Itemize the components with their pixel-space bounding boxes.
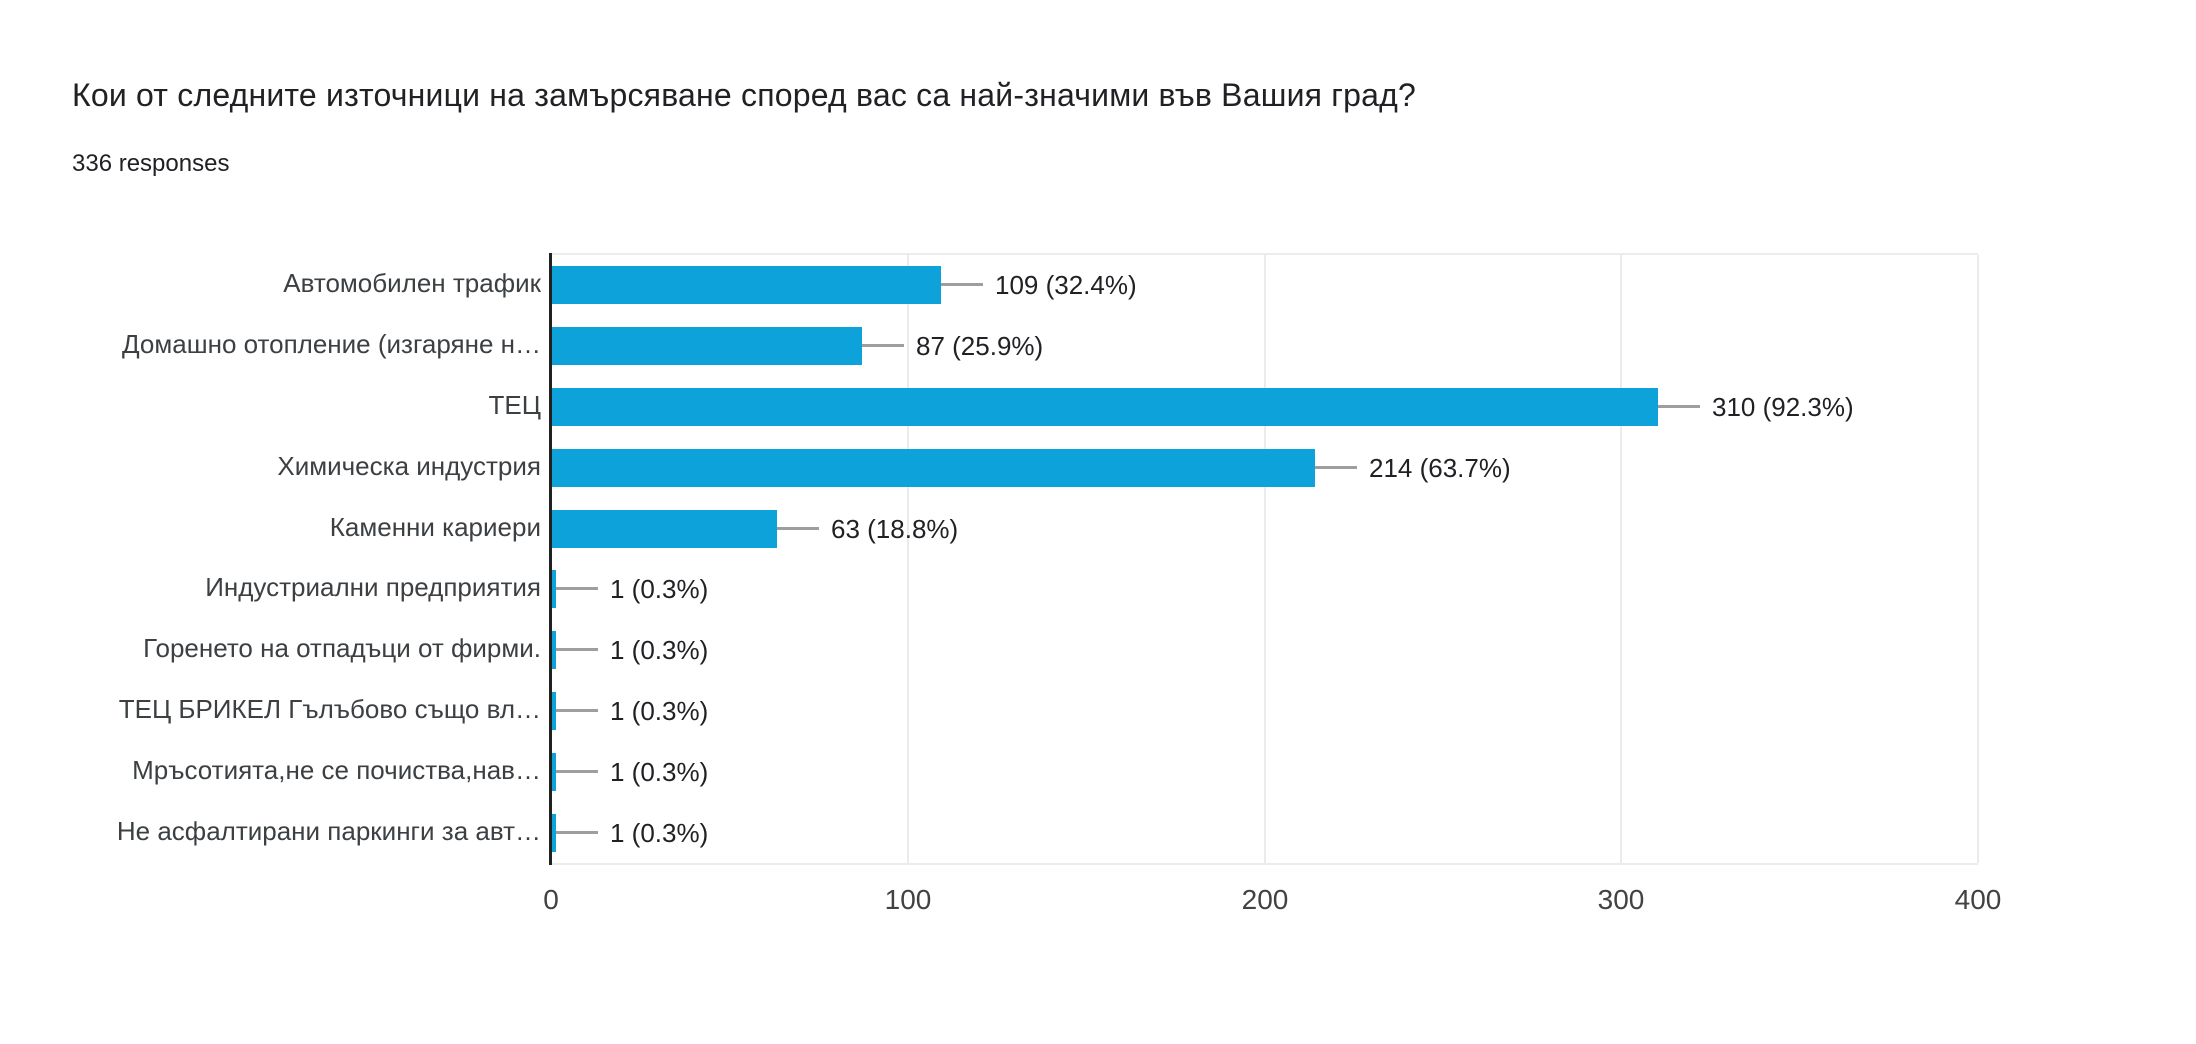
leader-line: [556, 587, 598, 590]
x-tick-label: 100: [884, 884, 932, 915]
category-label: Индустриални предприятия: [205, 572, 541, 602]
value-label: 1 (0.3%): [610, 818, 709, 848]
x-tick-label: 200: [1241, 884, 1289, 915]
leader-line: [1658, 405, 1700, 408]
bar: [552, 570, 556, 608]
category-label: Не асфалтирани паркинги за авт…: [116, 816, 541, 846]
bar: [552, 449, 1315, 487]
gridline: [1977, 255, 1979, 863]
bar: [552, 753, 556, 791]
category-label: Горенето на отпадъци от фирми.: [143, 633, 541, 663]
value-label: 214 (63.7%): [1369, 453, 1511, 483]
bar: [552, 327, 862, 365]
bar: [552, 692, 556, 730]
value-label: 63 (18.8%): [831, 514, 959, 544]
value-label: 310 (92.3%): [1712, 392, 1854, 422]
bar: [552, 388, 1658, 426]
x-tick-label: 0: [543, 884, 559, 915]
leader-line: [1315, 466, 1357, 469]
plot-area: 109 (32.4%) 87 (25.9%) 310 (92.3%) 214 (63.…: [549, 253, 1979, 865]
leader-line: [777, 527, 819, 530]
question-title: Кои от следните източници на замърсяване…: [72, 77, 1417, 113]
category-label: Домашно отопление (изгаряне н…: [122, 329, 541, 359]
gridline: [907, 255, 909, 863]
leader-line: [862, 344, 904, 347]
bar: [552, 814, 556, 852]
value-label: 109 (32.4%): [995, 270, 1137, 300]
category-label: ТЕЦ: [488, 390, 541, 420]
value-label: 87 (25.9%): [916, 331, 1044, 361]
leader-line: [556, 648, 598, 651]
y-axis-line: [549, 253, 552, 865]
gridline: [1620, 255, 1622, 863]
leader-line: [941, 283, 983, 286]
leader-line: [556, 770, 598, 773]
value-label: 1 (0.3%): [610, 574, 709, 604]
category-label: Химическа индустрия: [277, 451, 541, 481]
value-label: 1 (0.3%): [610, 757, 709, 787]
x-tick-label: 400: [1954, 884, 2002, 915]
category-label: Мръсотията,не се почиства,нав…: [132, 755, 541, 785]
leader-line: [556, 709, 598, 712]
bar: [552, 510, 777, 548]
value-label: 1 (0.3%): [610, 635, 709, 665]
value-label: 1 (0.3%): [610, 696, 709, 726]
bar: [552, 631, 556, 669]
category-label: Автомобилен трафик: [283, 268, 541, 298]
responses-count: 336 responses: [72, 150, 230, 177]
bar: [552, 266, 941, 304]
category-label: Каменни кариери: [329, 512, 541, 542]
gridline: [1264, 255, 1266, 863]
leader-line: [556, 831, 598, 834]
x-tick-label: 300: [1597, 884, 1645, 915]
category-label: ТЕЦ БРИКЕЛ Гълъбово също вл…: [118, 694, 541, 724]
